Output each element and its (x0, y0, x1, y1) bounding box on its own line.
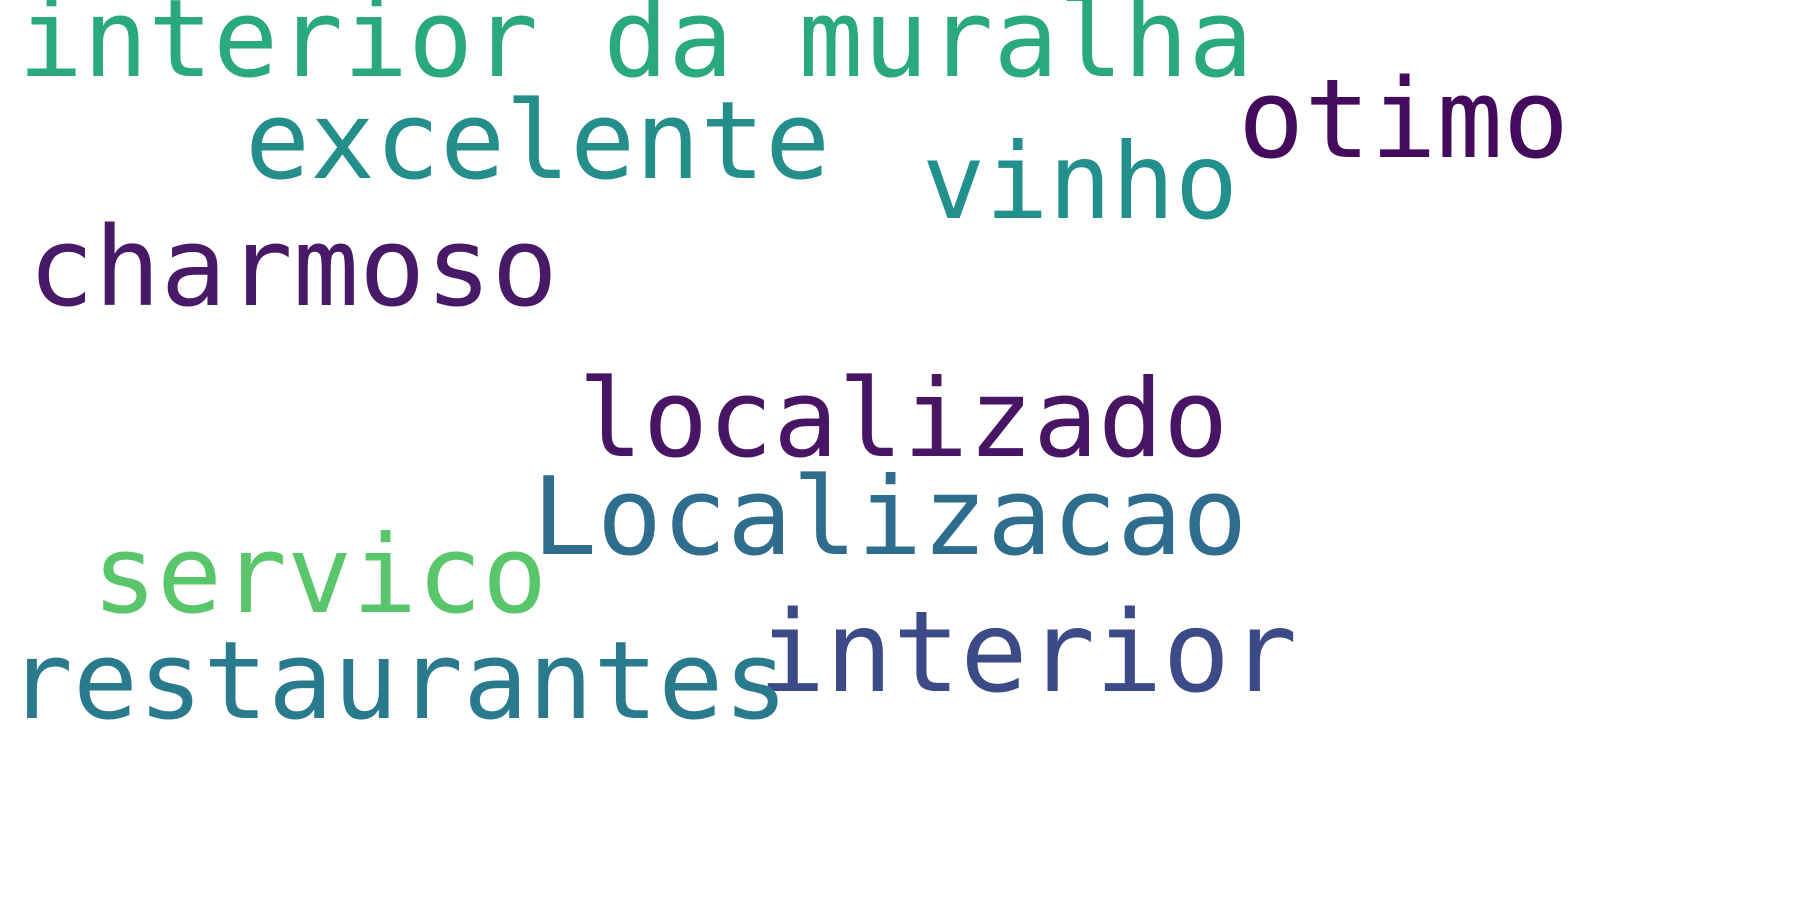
word-localizado: localizado (578, 357, 1229, 482)
word-localizacao: Localizacao (532, 455, 1248, 580)
word-excelente: excelente (245, 79, 831, 204)
word-servico: servico (92, 513, 548, 638)
word-vinho: vinho (922, 121, 1239, 243)
word-interior-da-muralha: interior da muralha (18, 0, 1254, 102)
word-restaurantes: restaurantes (8, 619, 789, 744)
word-interior: interior (758, 588, 1298, 718)
word-charmoso: charmoso (28, 203, 558, 331)
word-otimo: otimo (1238, 55, 1570, 183)
